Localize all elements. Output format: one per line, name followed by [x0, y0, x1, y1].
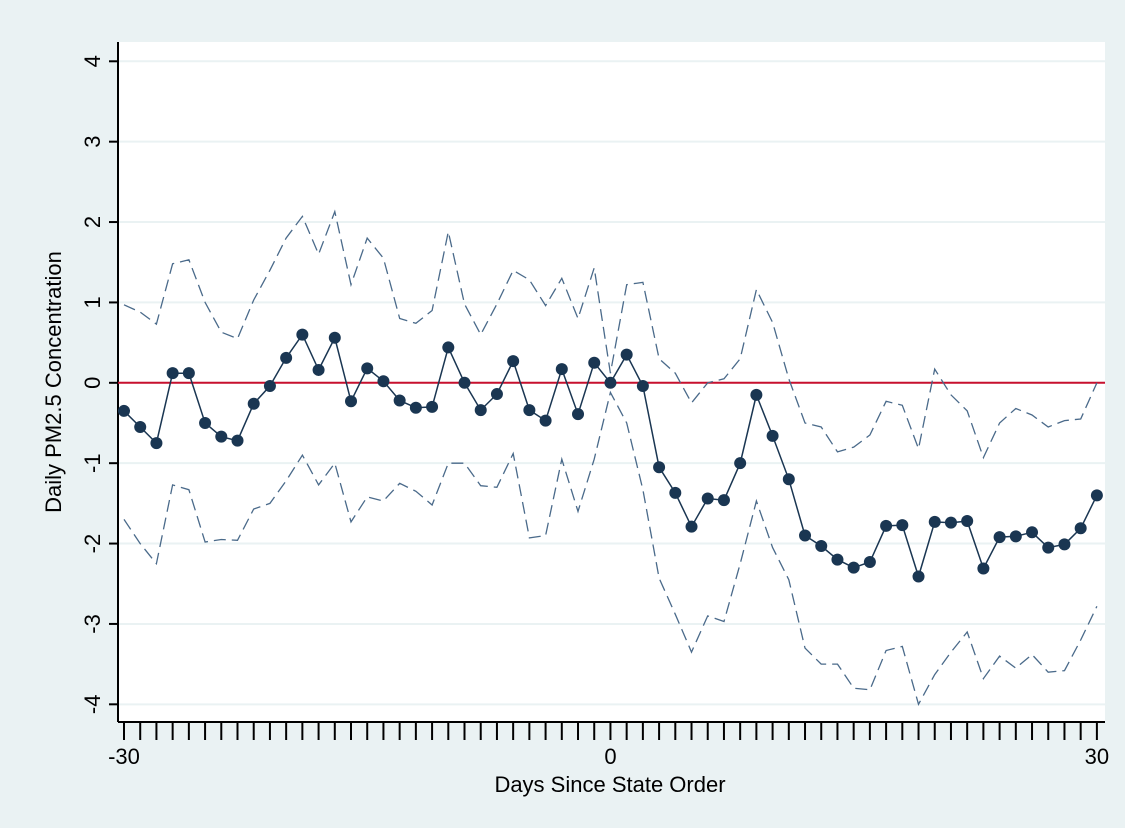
point — [199, 416, 212, 429]
point — [247, 397, 260, 410]
point — [458, 376, 471, 389]
point — [977, 562, 990, 575]
point — [912, 570, 925, 583]
point — [1009, 530, 1022, 543]
point — [117, 404, 130, 417]
point — [928, 515, 941, 528]
point — [555, 363, 568, 376]
x-tick-label: 0 — [604, 744, 616, 769]
y-tick-label: 2 — [80, 216, 105, 228]
point — [831, 553, 844, 566]
point — [993, 531, 1006, 544]
point — [847, 561, 860, 574]
y-tick-label: 4 — [80, 55, 105, 67]
point — [1074, 522, 1087, 535]
point — [523, 404, 536, 417]
point — [944, 516, 957, 529]
point — [280, 351, 293, 364]
point — [231, 434, 244, 447]
point — [490, 388, 503, 401]
point — [312, 363, 325, 376]
point — [669, 486, 682, 499]
y-tick-label: -1 — [80, 453, 105, 473]
point — [620, 348, 633, 361]
y-tick-label: -3 — [80, 614, 105, 634]
point — [1090, 489, 1103, 502]
point — [880, 519, 893, 532]
y-tick-label: 0 — [80, 377, 105, 389]
x-tick-label: 30 — [1085, 744, 1109, 769]
point — [685, 520, 698, 533]
point — [653, 461, 666, 474]
point — [896, 519, 909, 532]
x-axis-label: Days Since State Order — [494, 772, 725, 797]
point — [588, 356, 601, 369]
point — [328, 331, 341, 344]
y-axis-label: Daily PM2.5 Concentration — [41, 251, 66, 513]
point — [863, 556, 876, 569]
point — [426, 400, 439, 413]
point — [1026, 526, 1039, 539]
point — [409, 401, 422, 414]
point — [539, 414, 552, 427]
ci-line — [123, 390, 1098, 707]
point — [296, 328, 309, 341]
point — [766, 429, 779, 442]
y-tick-label: 3 — [80, 136, 105, 148]
point — [1058, 538, 1071, 551]
point — [799, 529, 812, 542]
point — [604, 376, 617, 389]
point — [750, 388, 763, 401]
point — [1042, 541, 1055, 554]
point — [961, 515, 974, 528]
point — [345, 395, 358, 408]
point — [182, 367, 195, 380]
point — [734, 457, 747, 470]
point — [782, 473, 795, 486]
y-tick-label: -4 — [80, 695, 105, 715]
point — [572, 408, 585, 421]
point — [215, 430, 228, 443]
point — [507, 355, 520, 368]
point — [361, 362, 374, 375]
point — [134, 421, 147, 434]
point — [393, 394, 406, 407]
point — [717, 494, 730, 507]
point — [377, 375, 390, 388]
point — [701, 492, 714, 505]
point — [150, 437, 163, 450]
point — [636, 380, 649, 393]
y-tick-label: -2 — [80, 534, 105, 554]
point — [815, 539, 828, 552]
point — [166, 367, 179, 380]
y-tick-label: 1 — [80, 296, 105, 308]
point — [442, 341, 455, 354]
x-tick-label: -30 — [108, 744, 140, 769]
point — [263, 380, 276, 393]
ci-line — [123, 209, 1098, 460]
point — [474, 404, 487, 417]
